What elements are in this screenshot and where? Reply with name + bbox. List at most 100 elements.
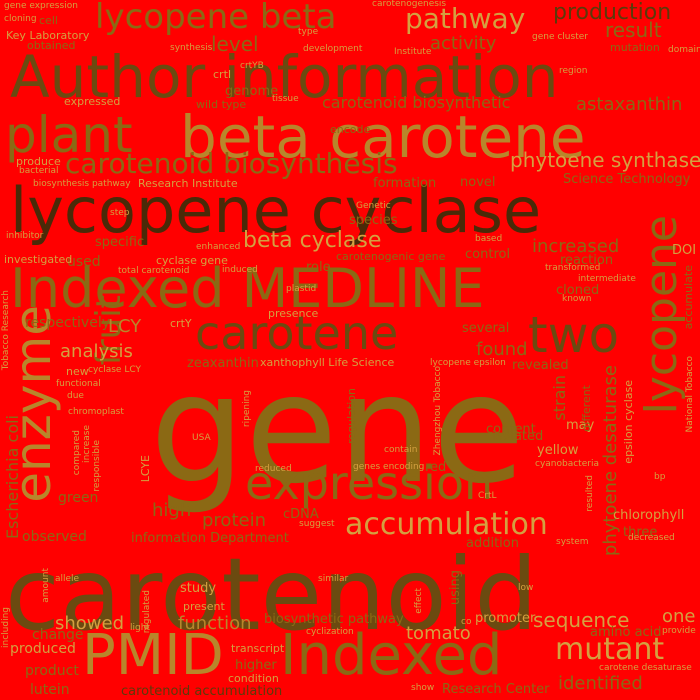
cloud-word: DOI: [672, 243, 697, 258]
cloud-word: different: [580, 385, 593, 432]
cloud-word: phytoene synthase: [510, 148, 700, 172]
cloud-word: protein: [202, 510, 266, 531]
cloud-word: cyclase gene: [156, 254, 228, 267]
cloud-word: cyclase LCY: [88, 365, 141, 375]
cloud-word: bacterial: [19, 166, 59, 176]
cloud-word: content: [486, 422, 536, 437]
cloud-word: decreased: [628, 533, 675, 543]
cloud-word: bp: [654, 472, 666, 482]
cloud-word: Zhengzhou Tobacco: [433, 366, 443, 456]
cloud-word: respectively: [25, 315, 111, 331]
cloud-word: formation: [373, 176, 437, 191]
cloud-word: showed: [55, 613, 125, 634]
cloud-word: cyanobacteria: [535, 459, 599, 469]
cloud-word: expression: [245, 456, 494, 510]
cloud-word: contain: [384, 445, 418, 455]
cloud-word: Research Institute: [138, 177, 238, 190]
cloud-word: higher: [235, 658, 277, 673]
cloud-word: system: [556, 537, 589, 547]
cloud-word: two: [528, 306, 620, 364]
cloud-word: increased: [532, 236, 620, 257]
cloud-word: carotene desaturase: [599, 663, 692, 673]
cloud-word: crtY: [170, 317, 192, 330]
cloud-word: encode: [330, 123, 371, 136]
cloud-word: tomato: [406, 623, 471, 644]
cloud-word: type: [298, 27, 319, 37]
cloud-word: Author information: [10, 43, 559, 111]
cloud-word: activity: [430, 33, 497, 54]
cloud-word: gene: [150, 343, 525, 517]
cloud-word: isolated: [492, 429, 544, 444]
cloud-word: carotene: [195, 306, 399, 360]
cloud-word: condition: [228, 672, 279, 685]
cloud-word: known: [562, 294, 592, 304]
cloud-word: obtained: [27, 39, 76, 52]
cloud-word: compared: [72, 430, 82, 476]
cloud-word: accumulate: [682, 265, 695, 330]
cloud-word: mutant: [555, 632, 665, 667]
cloud-word: based: [475, 234, 503, 244]
cloud-word: similar: [318, 574, 349, 584]
cloud-word: control: [465, 247, 511, 262]
cloud-word: effect: [414, 588, 424, 614]
cloud-word: information Department: [131, 531, 289, 546]
cloud-word: amount: [41, 568, 51, 603]
cloud-word: increase: [82, 425, 92, 463]
cloud-word: Key Laboratory: [6, 29, 90, 42]
cloud-word: carotenoid: [5, 536, 538, 653]
cloud-word: role: [306, 260, 331, 275]
cloud-word: carotenoid accumulation: [121, 684, 283, 699]
cloud-word: presence: [268, 307, 319, 320]
cloud-word: induced: [222, 265, 258, 275]
cloud-word: phytoene desaturase: [600, 365, 621, 557]
cloud-word: allele: [55, 574, 80, 584]
cloud-word: responsible: [92, 440, 102, 492]
cloud-word: gene expression: [4, 1, 78, 11]
cloud-word: Tobacco Research: [1, 290, 11, 371]
cloud-word: enhanced: [196, 242, 241, 252]
cloud-word: light: [130, 623, 150, 633]
cloud-word: Indexed MEDLINE: [10, 257, 485, 320]
cloud-word: new: [66, 365, 89, 378]
cloud-word: gene cluster: [532, 32, 588, 42]
cloud-word: reduced: [255, 464, 292, 474]
cloud-word: level: [211, 32, 259, 56]
cloud-word: astaxanthin: [576, 94, 683, 115]
cloud-word: lycopene epsilon: [430, 358, 506, 368]
cloud-word: crtI: [213, 68, 232, 81]
cloud-word: produced: [10, 641, 76, 657]
cloud-word: sequence: [533, 608, 630, 632]
cloud-word: function: [178, 613, 252, 634]
cloud-word: development: [303, 44, 363, 54]
cloud-word: genes encoding: [353, 462, 425, 472]
cloud-word: study: [180, 581, 217, 596]
cloud-word: epsilon cyclase: [622, 380, 635, 464]
cloud-word: transcript: [231, 642, 285, 655]
cloud-word: Institute: [394, 47, 432, 57]
cloud-word: PMID: [82, 623, 224, 688]
cloud-word: step: [110, 208, 130, 218]
cloud-word: region: [559, 66, 588, 76]
cloud-word: amino acid: [590, 625, 662, 640]
cloud-word: crtYB: [240, 61, 264, 71]
cloud-word: cloned: [556, 283, 600, 298]
cloud-word: observed: [22, 529, 87, 545]
cloud-word: synthesis: [170, 43, 213, 53]
cloud-word: reaction: [560, 253, 614, 268]
cloud-word: may: [566, 418, 595, 433]
cloud-word: chlorophyll: [613, 508, 685, 523]
cloud-word: analysis: [60, 341, 133, 362]
cloud-word: USA: [192, 433, 211, 443]
cloud-word: Science Technology: [563, 172, 691, 187]
cloud-word: one: [662, 606, 696, 627]
cloud-word: product: [25, 663, 79, 679]
cloud-word: wild type: [196, 98, 247, 111]
cloud-word: lutein: [30, 682, 70, 698]
cloud-word: biosynthesis pathway: [33, 179, 131, 189]
cloud-word: transformed: [545, 263, 601, 273]
cloud-word: promoter: [475, 611, 536, 626]
cloud-word: intermediate: [578, 274, 636, 284]
cloud-word: LCY: [108, 316, 142, 337]
cloud-word: carotenoid biosynthesis: [65, 147, 398, 180]
cloud-word: tissue: [272, 94, 299, 104]
